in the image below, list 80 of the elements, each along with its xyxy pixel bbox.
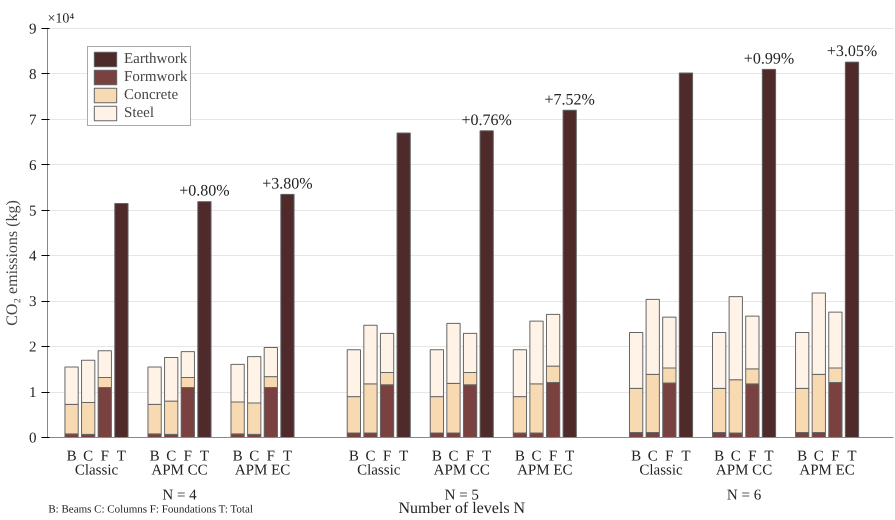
y-tick-label: 1 [29,385,36,402]
x-tick-label: F [266,448,276,464]
x-tick-label: T [399,448,408,464]
x-tick-label: B [514,448,525,464]
x-tick-label: C [448,448,458,464]
x-tick-label: C [249,448,260,464]
annotation: +0.99% [744,50,794,68]
x-tick-label: B [797,448,808,464]
annotation: +3.80% [262,175,313,192]
bar [844,62,860,438]
x-tick-label: T [116,448,126,464]
annotation: +3.05% [826,43,878,60]
text: APM EC [517,462,573,478]
x-tick-label: F [184,448,192,464]
bar [480,130,494,438]
x-tick-label: B [714,448,724,464]
y-tick-label: 3 [29,294,36,310]
x-tick-label: B [432,448,442,464]
annotation: +7.52% [544,91,595,108]
x-tick-label: T [282,448,292,464]
x-tick-label: B [150,448,160,464]
text: Classic [74,462,118,478]
legend-label: Steel [124,104,154,122]
x-tick-label: C [83,448,94,464]
text: N = 4 [162,488,198,504]
x-tick-label: F [748,448,757,464]
x-tick-label: T [482,448,492,464]
text: Classic [357,462,401,478]
y-tick-label: 5 [29,203,36,220]
legend-label: Concrete [124,86,178,104]
y-tick-label: 7 [29,112,37,128]
text: APM EC [234,462,290,478]
x-tick-label: C [166,448,176,464]
x-tick-label: T [764,448,774,464]
bar [197,201,212,438]
x-tick-label: F [831,448,840,464]
x-tick-label: F [665,448,674,464]
y-tick-label: 9 [29,22,36,38]
y-tick-label: 4 [29,248,37,265]
x-tick-label: F [100,448,109,464]
x-tick-label: F [382,448,392,464]
y-tick-label: 2 [29,340,36,356]
text: APM CC [716,462,772,478]
bar [396,132,411,438]
legend-label: Formwork [124,68,188,86]
x-tick-label: C [532,448,542,464]
legend-label: Earthwork [124,50,188,68]
bar [280,194,295,438]
text: APM CC [434,462,490,478]
x-tick-label: C [365,448,376,464]
x-tick-label: B [631,448,642,464]
x-tick-label: B [66,448,77,464]
y-axis-title: CO₂ emissions (kg) [4,200,21,326]
annotation: +0.80% [179,182,230,200]
x-tick-label: T [847,448,857,464]
y-tick-label: 6 [29,158,37,174]
bar [114,202,129,438]
y-tick-label: 8 [29,66,36,83]
text: Classic [639,462,684,478]
y-tick-label: 0 [29,430,36,446]
text: B: Beams C: Columns F: Foundations T: Total [48,504,253,516]
x-tick-label: C [814,448,824,464]
bar [678,72,694,438]
bar [762,68,776,438]
x-tick-label: T [200,448,210,464]
x-tick-label: F [548,448,558,464]
text: APM EC [799,462,855,478]
x-tick-label: B [232,448,243,464]
x-tick-label: C [648,448,658,464]
x-axis-title: Number of levels N [398,500,526,517]
x-tick-label: B [348,448,359,464]
annotation: +0.76% [462,112,512,129]
x-tick-label: T [681,448,691,464]
x-tick-label: F [466,448,474,464]
bar [562,110,577,438]
x-tick-label: C [730,448,741,464]
text: ×10⁴ [48,12,74,26]
x-tick-label: T [565,448,574,464]
text: N = 6 [726,488,762,504]
text: APM CC [151,462,208,478]
